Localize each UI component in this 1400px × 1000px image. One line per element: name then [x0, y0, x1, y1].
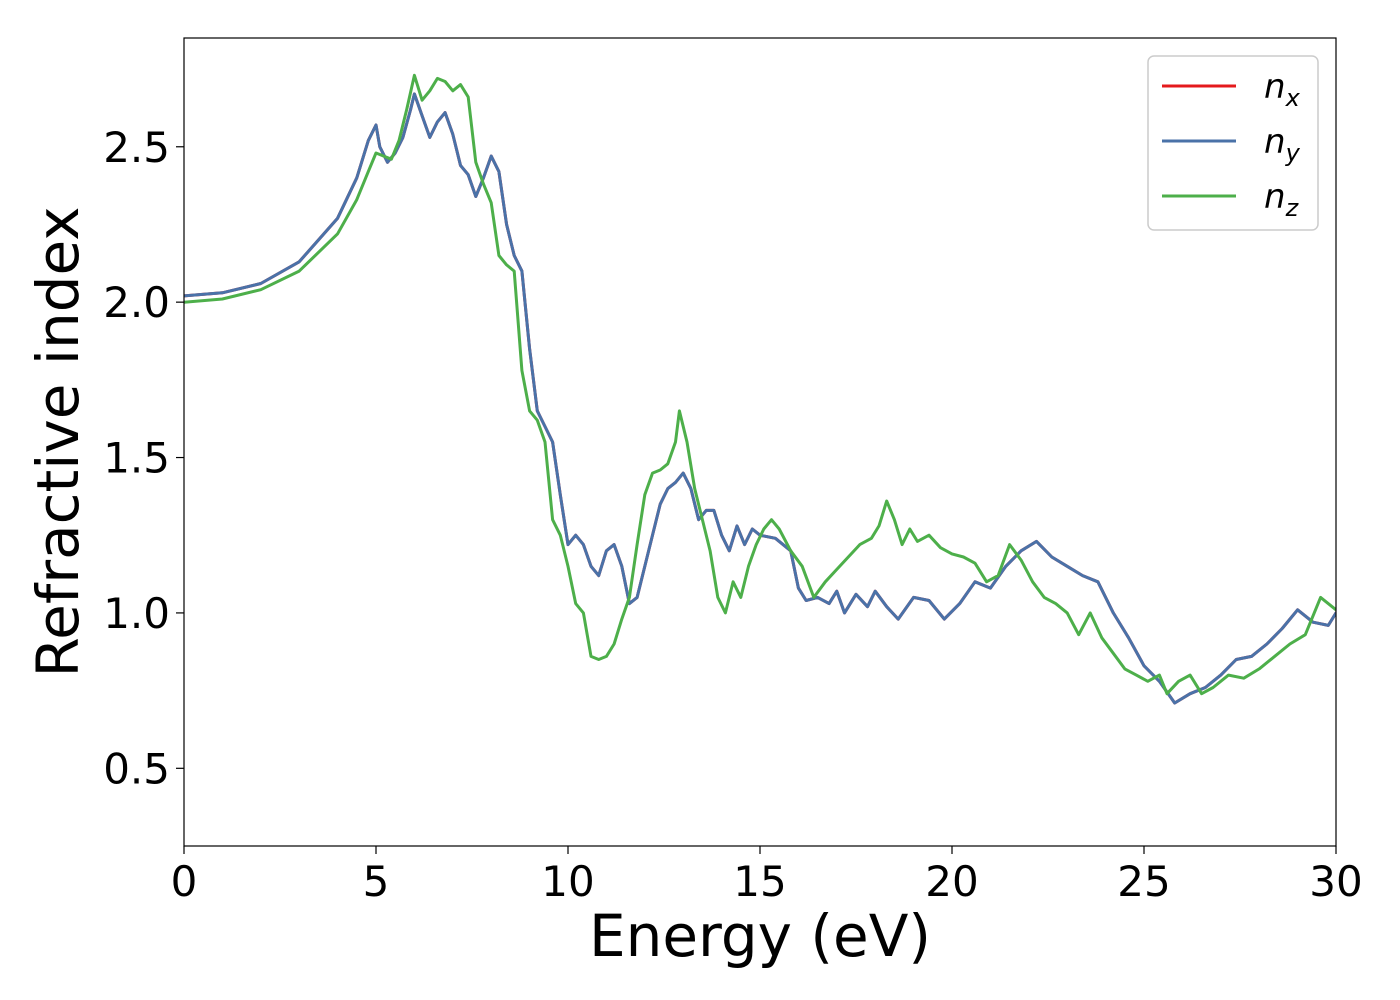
x-tick-label: 0 [171, 857, 198, 906]
x-tick-label: 20 [925, 857, 978, 906]
legend-label-x: nx [1264, 67, 1301, 112]
legend-box [1147, 55, 1319, 231]
x-tick-label: 30 [1309, 857, 1362, 906]
y-tick-label: 1.0 [103, 589, 170, 638]
x-tick-label: 5 [363, 857, 390, 906]
legend-label-z: nz [1264, 177, 1300, 222]
y-tick-label: 2.0 [103, 278, 170, 327]
x-tick-label: 15 [733, 857, 786, 906]
legend: nx ny nz [1147, 55, 1319, 231]
y-axis-ticks: 0.5 1.0 1.5 2.0 2.5 [103, 123, 184, 793]
x-axis-title: Energy (eV) [589, 902, 931, 970]
series-line-y [184, 92, 1336, 705]
y-axis-title: Refractive index [24, 206, 92, 677]
x-tick-label: 25 [1117, 857, 1170, 906]
legend-label-y: ny [1264, 122, 1301, 167]
y-tick-label: 2.5 [103, 123, 170, 172]
y-tick-label: 1.5 [103, 434, 170, 483]
series-layer [184, 73, 1336, 705]
y-tick-label: 0.5 [103, 744, 170, 793]
x-axis-ticks: 0 5 10 15 20 25 30 [171, 846, 1363, 906]
x-tick-label: 10 [541, 857, 594, 906]
series-line-z [184, 73, 1336, 696]
